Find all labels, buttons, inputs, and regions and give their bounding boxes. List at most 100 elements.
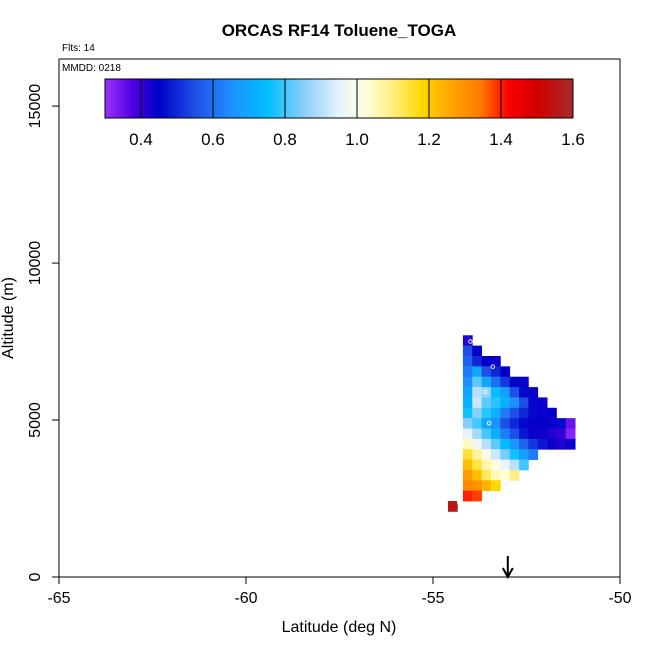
heatmap-cell [519,407,529,419]
heatmap-cell [481,387,492,398]
heatmap-cell [462,480,473,492]
heatmap-cell [481,407,492,419]
heatmap-cell [481,355,492,367]
heatmap-cell [519,449,529,460]
heatmap-cell [519,387,529,398]
sample-point [490,364,496,369]
colorbar-tick-label: 1.2 [417,130,441,149]
sample-point [468,339,473,344]
heatmap-cell [500,407,511,419]
heatmap-cell [472,459,483,471]
heatmap-cell [481,376,492,388]
heatmap-cell [490,366,501,378]
heatmap-cell [462,335,473,347]
plot-frame [58,58,621,578]
heatmap-cell [462,418,473,429]
heatmap-cell [500,449,511,460]
down-arrow-icon [501,556,514,580]
heatmap-cell [500,469,511,481]
heatmap-cell [472,407,483,419]
heatmap-cell [537,418,548,429]
heatmap-cell [547,428,557,440]
heatmap-cell [490,397,501,409]
heatmap-cell [528,418,539,429]
x-tick-label: -50 [608,590,631,607]
heatmap-cell [509,459,520,471]
colorbar-gradient [104,78,574,119]
heatmap-cell [490,376,501,388]
heatmap-cell [528,438,539,450]
heatmap-cell [462,407,473,419]
sample-points [456,339,600,505]
chart-title: ORCAS RF14 Toluene_TOGA [222,21,457,40]
heatmap-cell [462,397,473,409]
heatmap-cell [472,345,483,357]
heatmap-cell [500,366,511,378]
heatmap-cell [462,438,473,450]
colorbar-tick-label: 1.6 [561,130,585,149]
sample-point [483,389,488,395]
heatmap-cell [519,428,529,440]
heatmap-cell [472,480,483,492]
x-axis: -65 -60 -55 -50 [47,577,632,607]
heatmap-cell [519,459,529,471]
heatmap-cell [528,407,539,419]
heatmap-cell [462,376,473,388]
heatmap-cell [490,438,501,450]
heatmap-cell [490,480,501,492]
heatmap-cell [490,428,501,440]
heatmap-cell [490,355,501,367]
heatmap-cell [481,469,492,481]
heatmap-cell [462,366,473,378]
sample-point [595,450,600,456]
heatmap-cell [519,418,529,429]
heatmap-cell [528,449,539,460]
heatmap-cell [472,490,483,502]
heatmap-cell [481,459,492,471]
heatmap-cell [537,428,548,440]
y-tick-label: 5000 [27,402,44,438]
heatmap-cells [447,335,576,512]
heatmap-cell [537,438,548,450]
heatmap-cell [509,407,520,419]
colorbar-ticks: 0.4 0.6 0.8 1.0 1.2 1.4 1.6 [129,79,585,149]
heatmap-cell [481,480,492,492]
heatmap-cell [537,407,548,419]
heatmap-cell [547,438,557,450]
heatmap-cell [528,428,539,440]
heatmap-cell [462,428,473,440]
heatmap-cell [472,376,483,388]
date-note: MMDD: 0218 [62,63,121,74]
heatmap-cell [490,459,501,471]
heatmap-cell [565,438,576,450]
heatmap-cell [472,428,483,440]
y-tick-label: 0 [27,572,44,581]
heatmap-cell [519,397,529,409]
heatmap-cell [462,449,473,460]
heatmap-cell [565,418,576,429]
heatmap-cell [472,397,483,409]
heatmap-cell [481,418,492,429]
colorbar-tick-label: 0.6 [201,130,225,149]
heatmap-cell [547,407,557,419]
heatmap-cell [490,418,501,429]
heatmap-cell [500,376,511,388]
heatmap-cell [528,397,539,409]
heatmap-cell [500,438,511,450]
heatmap-cell [500,387,511,398]
heatmap-cell [472,469,483,481]
x-tick-label: -60 [234,590,257,607]
heatmap-cell [565,428,576,440]
heatmap-cell [509,418,520,429]
heatmap-cell [472,355,483,367]
heatmap-cell [462,459,473,471]
heatmap-cell [472,418,483,429]
heatmap-cell [462,345,473,357]
heatmap-cell [500,397,511,409]
heatmap-cell [472,366,483,378]
colorbar: 0.4 0.6 0.8 1.0 1.2 1.4 1.6 [104,78,585,149]
heatmap-cell [500,428,511,440]
heatmap-cell [537,397,548,409]
heatmap-cell [462,469,473,481]
heatmap-cell [528,387,539,398]
